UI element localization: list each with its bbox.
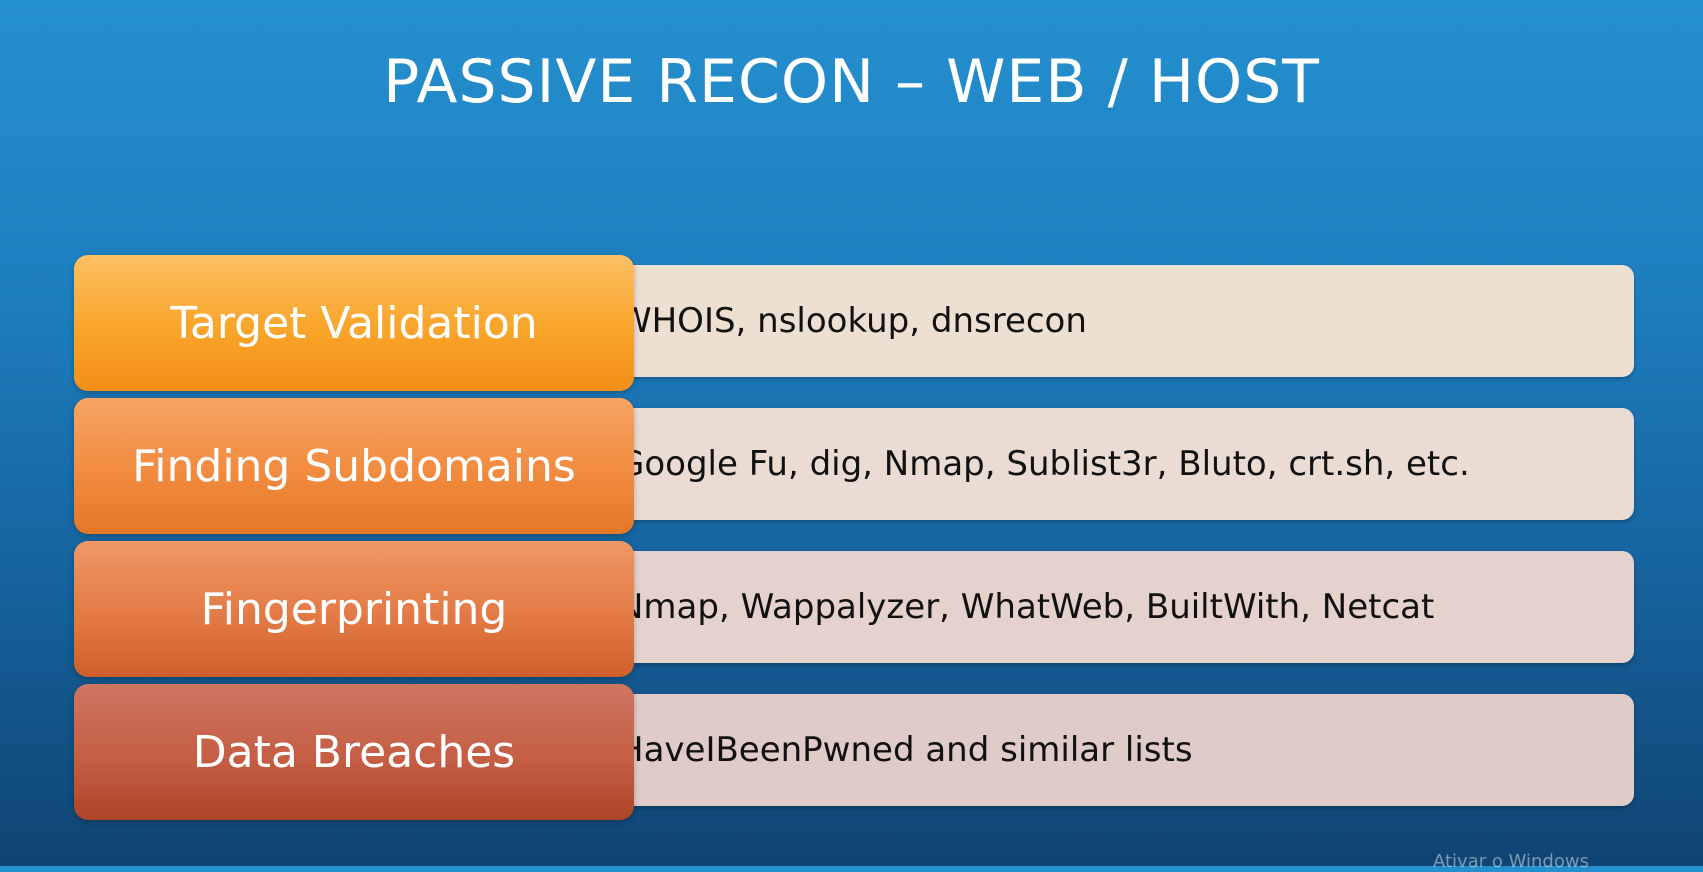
row-detail-text: Google Fu, dig, Nmap, Sublist3r, Bluto, … [618, 444, 1470, 484]
row-finding-subdomains: Finding Subdomains • Google Fu, dig, Nma… [74, 398, 1634, 534]
row-label: Fingerprinting [74, 541, 634, 677]
windows-activation-watermark: Ativar o Windows [1433, 851, 1589, 872]
row-detail-text: WHOIS, nslookup, dnsrecon [618, 301, 1087, 341]
row-data-breaches: Data Breaches • HaveIBeenPwned and simil… [74, 684, 1634, 820]
row-label: Finding Subdomains [74, 398, 634, 534]
row-label: Data Breaches [74, 684, 634, 820]
row-fingerprinting: Fingerprinting • Nmap, Wappalyzer, WhatW… [74, 541, 1634, 677]
row-detail-text: Nmap, Wappalyzer, WhatWeb, BuiltWith, Ne… [618, 587, 1435, 627]
row-detail-bar: • HaveIBeenPwned and similar lists [554, 694, 1634, 806]
row-label: Target Validation [74, 255, 634, 391]
row-detail-bar: • Nmap, Wappalyzer, WhatWeb, BuiltWith, … [554, 551, 1634, 663]
row-detail-bar: • Google Fu, dig, Nmap, Sublist3r, Bluto… [554, 408, 1634, 520]
slide-title: PASSIVE RECON – WEB / HOST [383, 47, 1320, 117]
row-detail-bar: • WHOIS, nslookup, dnsrecon [554, 265, 1634, 377]
row-target-validation: Target Validation • WHOIS, nslookup, dns… [74, 255, 1634, 391]
row-detail-text: HaveIBeenPwned and similar lists [618, 730, 1193, 770]
